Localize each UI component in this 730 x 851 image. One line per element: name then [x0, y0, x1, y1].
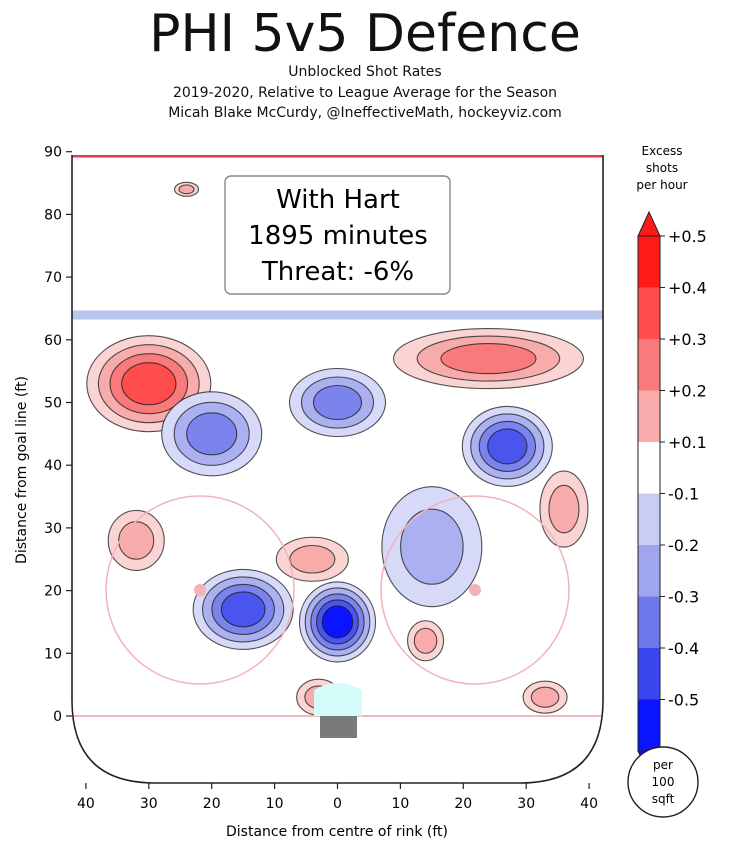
- colorbar-tick-label: +0.2: [668, 382, 707, 401]
- annotation-line-1: With Hart: [276, 185, 400, 215]
- y-tick-label: 10: [44, 646, 62, 662]
- colorbar-segment: [638, 442, 660, 494]
- x-axis-label: Distance from centre of rink (ft): [226, 824, 448, 840]
- y-tick-label: 70: [44, 270, 62, 286]
- colorbar-segment: [638, 339, 660, 391]
- heatmap-region: [275, 536, 349, 582]
- annotation-line-2: 1895 minutes: [248, 221, 428, 251]
- heatmap-contour: [530, 686, 560, 708]
- x-tick-label: 0: [333, 796, 342, 812]
- chart-subtitle-line-3: Micah Blake McCurdy, @IneffectiveMath, h…: [168, 105, 562, 121]
- colorbar-segment: [638, 493, 660, 545]
- heatmap-contour: [121, 362, 177, 406]
- heatmap-contour: [487, 428, 528, 465]
- y-tick-label: 20: [44, 584, 62, 600]
- y-tick-label: 80: [44, 207, 62, 223]
- colorbar-tick-label: +0.1: [668, 433, 707, 452]
- colorbar-segment: [638, 596, 660, 648]
- colorbar-title-1: Excess: [642, 144, 683, 158]
- unit-label-2: 100: [652, 775, 675, 789]
- heatmap-contour: [413, 627, 438, 654]
- y-axis: 0 10 20 30 40 50 60 70 80 90: [44, 145, 72, 725]
- colorbar-tick-label: -0.1: [668, 485, 699, 504]
- colorbar-segment: [638, 236, 660, 288]
- heatmap-region: [86, 335, 212, 433]
- colorbar-title-2: shots: [646, 161, 678, 175]
- colorbar-segment: [638, 545, 660, 597]
- x-tick-label: 20: [203, 796, 221, 812]
- colorbar-tick-label: +0.4: [668, 279, 707, 298]
- heatmap-region: [161, 391, 263, 477]
- heatmap-contour: [289, 544, 336, 574]
- heatmap-contour: [400, 508, 464, 585]
- y-tick-label: 40: [44, 458, 62, 474]
- goal-crease: [314, 683, 362, 716]
- heatmap-region: [539, 470, 589, 548]
- goal-net: [320, 716, 357, 738]
- left-faceoff-dot: [194, 584, 206, 596]
- colorbar-title-3: per hour: [636, 178, 687, 192]
- unit-circle: [627, 746, 699, 818]
- heatmap-region: [392, 328, 585, 390]
- colorbar: +0.5 +0.4 +0.3 +0.2 +0.1 -0.1 -0.2 -0.3 -0.4 -0.5: [637, 210, 707, 777]
- heatmap-region: [298, 581, 377, 663]
- heatmap-contour: [220, 591, 266, 628]
- unit-label-3: sqft: [652, 792, 675, 806]
- colorbar-segment: [638, 287, 660, 339]
- heatmap-contour: [118, 521, 155, 560]
- heatmap-region: [173, 181, 200, 197]
- x-tick-label: 40: [77, 796, 95, 812]
- x-tick-label: 10: [391, 796, 409, 812]
- chart-subtitle-line-2: 2019-2020, Relative to League Average fo…: [172, 85, 558, 101]
- unit-label-1: per: [653, 758, 673, 772]
- right-faceoff-circle: [380, 495, 570, 685]
- x-tick-label: 30: [140, 796, 158, 812]
- x-tick-label: 30: [517, 796, 535, 812]
- heatmap-region: [407, 620, 445, 662]
- colorbar-tick-label: -0.2: [668, 536, 699, 555]
- heatmap-contour: [186, 412, 238, 456]
- heatmap-region: [381, 486, 483, 608]
- y-tick-label: 60: [44, 333, 62, 349]
- colorbar-segment: [638, 699, 660, 751]
- heatmap-contour: [440, 343, 537, 375]
- right-faceoff-dot: [469, 584, 481, 596]
- chart-subtitle-line-1: Unblocked Shot Rates: [288, 64, 442, 80]
- heatmap-region: [461, 405, 553, 487]
- annotation-line-3: Threat: -6%: [261, 257, 414, 287]
- colorbar-segment: [638, 648, 660, 700]
- heatmap-contour: [312, 384, 363, 421]
- colorbar-tick-label: +0.5: [668, 227, 707, 246]
- heatmap-contour: [321, 605, 354, 639]
- colorbar-segment: [638, 390, 660, 442]
- colorbar-tick-label: -0.4: [668, 639, 699, 658]
- x-axis: 40 30 20 10 0 10 20 30 40: [77, 783, 598, 812]
- y-axis-label: Distance from goal line (ft): [14, 376, 30, 564]
- x-tick-label: 10: [266, 796, 284, 812]
- heatmap-layer: [72, 155, 603, 717]
- heatmap-region: [522, 680, 568, 714]
- heatmap-region: [107, 509, 165, 571]
- y-tick-label: 50: [44, 396, 62, 412]
- colorbar-tick-label: -0.3: [668, 588, 699, 607]
- heatmap-contour: [178, 184, 195, 195]
- colorbar-tick-label: +0.3: [668, 330, 707, 349]
- y-tick-label: 90: [44, 145, 62, 161]
- heatmap-region: [288, 367, 387, 438]
- colorbar-tick-label: -0.5: [668, 691, 699, 710]
- heatmap-region: [192, 568, 294, 650]
- x-tick-label: 40: [580, 796, 598, 812]
- colorbar-max-arrow: [637, 210, 661, 237]
- heatmap-contour: [548, 484, 580, 534]
- annotation-box: [224, 175, 451, 295]
- chart-title: PHI 5v5 Defence: [149, 4, 581, 64]
- y-tick-label: 30: [44, 521, 62, 537]
- x-tick-label: 20: [454, 796, 472, 812]
- left-faceoff-circle: [105, 495, 295, 685]
- y-tick-label: 0: [53, 709, 62, 725]
